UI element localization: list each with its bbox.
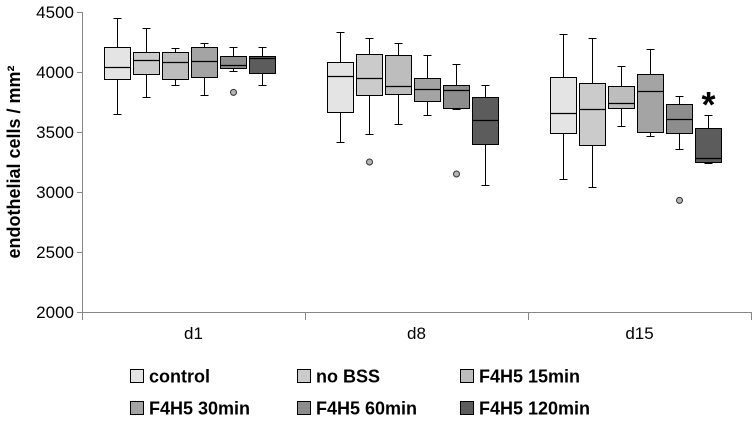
legend-item-f4h5-120min: F4H5 120min (460, 399, 590, 419)
legend-label-f4h5-30min: F4H5 30min (149, 399, 250, 419)
y-tick-label: 2000 (36, 303, 74, 322)
outlier-point (453, 170, 460, 178)
box-d15-control (550, 77, 577, 134)
outlier-point (366, 158, 373, 166)
axes: 2000 2500 3000 3500 4000 4500 d1 d8 d15 (36, 3, 752, 343)
box-group-d8-control (327, 32, 354, 143)
box-d1-f4h5-60min (220, 56, 247, 69)
box-group-d1-no-bss (133, 28, 160, 98)
legend-item-f4h5-60min: F4H5 60min (297, 399, 417, 419)
box-d8-f4h5-15min (385, 55, 412, 95)
box-group-d8-no-bss (356, 38, 383, 166)
box-d8-no-bss (356, 54, 383, 96)
box-d1-control (104, 47, 131, 80)
legend-item-f4h5-30min: F4H5 30min (130, 399, 250, 419)
y-tick-label: 4500 (36, 3, 74, 22)
box-group-d15-control (550, 34, 577, 180)
box-group-d1-control (104, 18, 131, 115)
x-tick-label: d8 (407, 324, 426, 343)
legend-label-no-bss: no BSS (316, 367, 380, 387)
legend-label-control: control (149, 367, 210, 387)
significance-asterisk: * (701, 84, 715, 125)
legend-swatch-no-bss (297, 369, 311, 383)
y-axis-title: endothelial cells / mm² (4, 65, 24, 258)
box-d15-f4h5-30min (637, 74, 664, 133)
outlier-point (676, 196, 683, 204)
legend-label-f4h5-60min: F4H5 60min (316, 399, 417, 419)
legend-swatch-f4h5-30min (130, 401, 144, 415)
box-d1-no-bss (133, 52, 160, 75)
box-d1-f4h5-30min (191, 47, 218, 78)
x-tick-label: d15 (625, 324, 653, 343)
legend-swatch-control (130, 369, 144, 383)
box-group-d1-f4h5-120min (249, 47, 276, 86)
y-tick-label: 2500 (36, 243, 74, 262)
box-d8-f4h5-60min (443, 85, 470, 109)
outlier-point (230, 88, 237, 96)
legend-label-f4h5-15min: F4H5 15min (479, 367, 580, 387)
plot-area: * (104, 18, 722, 204)
legend-swatch-f4h5-60min (297, 401, 311, 415)
box-group-d8-f4h5-30min (414, 55, 441, 116)
box-d15-f4h5-120min (695, 128, 722, 163)
y-tick-label: 3500 (36, 123, 74, 142)
legend-label-f4h5-120min: F4H5 120min (479, 399, 590, 419)
legend-swatch-f4h5-120min (460, 401, 474, 415)
legend-swatch-f4h5-15min (460, 369, 474, 383)
box-group-d8-f4h5-60min (443, 64, 470, 178)
box-group-d15-f4h5-30min (637, 49, 664, 137)
legend: control no BSS F4H5 15min F4H5 30min F4H5 60… (130, 367, 590, 419)
y-tick-label: 3000 (36, 183, 74, 202)
box-d1-f4h5-15min (162, 52, 189, 80)
legend-item-control: control (130, 367, 210, 387)
box-group-d8-f4h5-15min (385, 43, 412, 125)
box-group-d1-f4h5-60min (220, 47, 247, 96)
y-tick-label: 4000 (36, 63, 74, 82)
box-d8-control (327, 62, 354, 113)
box-group-d8-f4h5-120min (472, 85, 499, 186)
legend-item-f4h5-15min: F4H5 15min (460, 367, 580, 387)
box-group-d1-f4h5-15min (162, 48, 189, 86)
x-tick-label: d1 (184, 324, 203, 343)
box-group-d15-f4h5-60min (666, 96, 693, 204)
box-d15-f4h5-15min (608, 86, 635, 109)
box-group-d15-f4h5-15min (608, 66, 635, 127)
legend-item-no-bss: no BSS (297, 367, 380, 387)
box-group-d15-f4h5-120min (695, 115, 722, 164)
box-d1-f4h5-120min (249, 56, 276, 74)
box-group-d1-f4h5-30min (191, 43, 218, 96)
box-d15-no-bss (579, 83, 606, 146)
box-group-d15-no-bss (579, 38, 606, 188)
